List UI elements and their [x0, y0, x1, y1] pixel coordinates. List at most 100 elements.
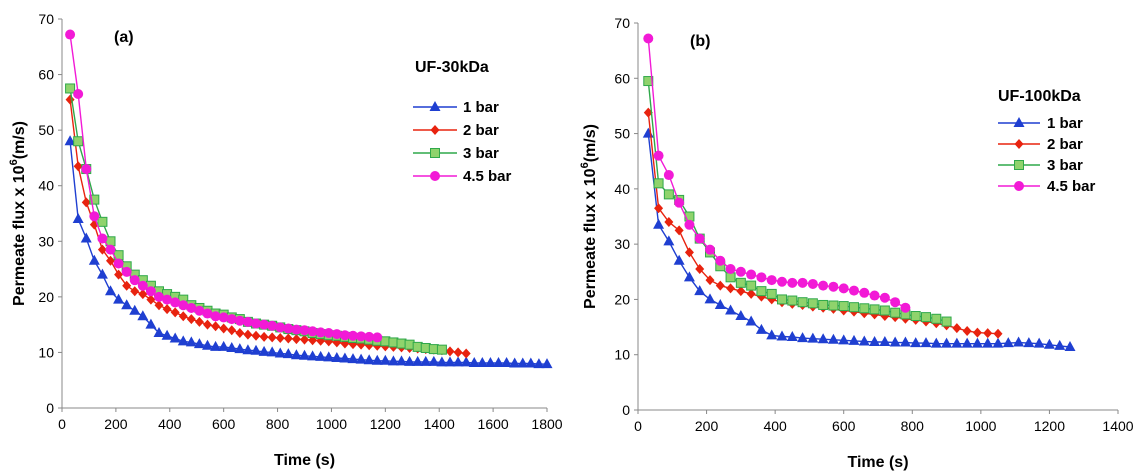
data-point: [952, 323, 962, 334]
data-point: [827, 333, 839, 344]
data-point: [453, 347, 463, 358]
data-point: [355, 353, 367, 364]
data-point: [452, 356, 464, 367]
data-point: [145, 318, 157, 329]
data-point: [347, 353, 359, 364]
data-point: [177, 335, 189, 346]
data-point: [879, 335, 891, 346]
data-point: [828, 281, 839, 292]
legend-marker: [1014, 181, 1024, 191]
data-point: [869, 290, 880, 301]
data-point: [493, 356, 504, 367]
data-point: [291, 324, 302, 335]
data-point: [643, 33, 654, 44]
data-point: [746, 280, 757, 291]
data-point: [372, 332, 383, 343]
y-tick-label: 30: [614, 236, 630, 252]
legend-label: 1 bar: [1047, 115, 1083, 132]
x-tick-label: 1200: [370, 416, 401, 432]
data-point: [138, 289, 148, 300]
legend-title: UF-30kDa: [415, 59, 489, 76]
data-point: [72, 213, 84, 224]
x-tick-label: 800: [266, 416, 290, 432]
data-point: [858, 335, 870, 346]
data-point: [756, 286, 767, 297]
data-point: [704, 293, 716, 304]
series-4-5-bar: [643, 33, 911, 313]
data-point: [664, 217, 674, 228]
legend-label: 4.5 bar: [1047, 178, 1096, 195]
y-tick-label: 10: [614, 347, 630, 363]
data-point: [501, 356, 513, 367]
data-point: [251, 318, 261, 329]
data-point: [694, 285, 706, 296]
data-point: [396, 355, 407, 366]
series-line: [69, 34, 378, 339]
data-point: [299, 349, 310, 360]
data-point: [146, 294, 156, 305]
data-point: [972, 327, 982, 338]
y-axis-title: Permeate flux x 106(m/s): [579, 124, 599, 309]
data-point: [930, 337, 942, 348]
y-tick-label: 70: [614, 15, 630, 31]
legend-label: 2 bar: [1047, 136, 1083, 153]
x-tick-label: 1400: [424, 416, 455, 432]
data-point: [745, 315, 757, 326]
data-point: [258, 345, 270, 356]
data-point: [81, 197, 91, 208]
series-3-bar: [643, 76, 952, 327]
data-point: [818, 299, 829, 310]
data-point: [673, 254, 685, 265]
y-tick-label: 10: [38, 344, 54, 360]
data-point: [1023, 337, 1035, 348]
data-point: [307, 350, 319, 361]
data-point: [869, 304, 880, 315]
data-point: [643, 76, 654, 87]
data-point: [900, 302, 911, 313]
data-point: [364, 331, 375, 342]
data-point: [387, 355, 399, 366]
x-axis-title: Time (s): [847, 454, 908, 471]
data-point: [992, 337, 1004, 348]
data-point: [356, 331, 367, 342]
data-point: [121, 266, 132, 277]
data-point: [275, 322, 286, 333]
data-point: [219, 323, 229, 334]
data-point: [259, 331, 269, 342]
data-point: [178, 311, 188, 322]
y-tick-label: 20: [614, 291, 630, 307]
data-point: [931, 313, 942, 324]
data-point: [266, 346, 278, 357]
data-point: [705, 244, 715, 255]
data-point: [282, 348, 294, 359]
data-point: [185, 336, 197, 347]
data-point: [404, 355, 416, 366]
data-point: [81, 164, 92, 175]
legend-label: 4.5 bar: [463, 168, 512, 185]
data-point: [787, 295, 798, 306]
data-point: [226, 314, 237, 325]
y-axis-title: Permeate flux x 106(m/s): [8, 121, 28, 306]
data-point: [674, 197, 685, 208]
data-point: [715, 280, 725, 291]
data-point: [663, 189, 674, 200]
data-point: [363, 354, 375, 365]
data-point: [541, 358, 553, 369]
data-point: [210, 311, 221, 322]
legend-label: 2 bar: [463, 122, 499, 139]
data-point: [283, 323, 294, 334]
data-point: [890, 297, 901, 308]
data-point: [161, 329, 173, 340]
data-point: [243, 329, 253, 340]
data-point: [89, 211, 100, 222]
data-point: [307, 326, 318, 337]
data-point: [694, 233, 705, 244]
data-point: [73, 89, 84, 100]
data-point: [777, 294, 787, 305]
data-point: [517, 357, 529, 368]
data-point: [379, 354, 391, 365]
series-1-bar: [64, 135, 553, 369]
data-point: [889, 336, 901, 347]
data-point: [137, 280, 148, 291]
x-tick-label: 1600: [478, 416, 509, 432]
